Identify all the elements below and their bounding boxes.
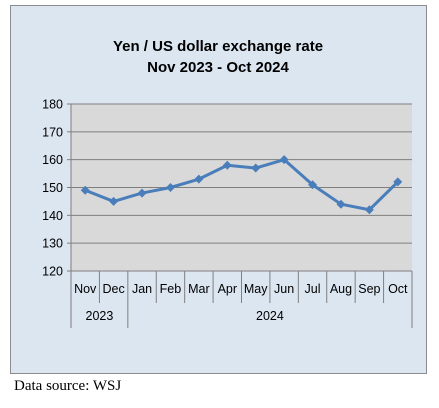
gridlines [71,103,412,244]
x-tick-label-oct: Oct [388,282,408,296]
x-tick-label-may: May [244,282,268,296]
data-point-jan [137,188,147,198]
y-tick-label-180: 180 [42,98,63,112]
x-group-label-2024: 2024 [256,309,284,323]
data-point-aug [336,199,346,209]
data-point-jul [308,180,318,190]
x-tick-label-dec: Dec [103,282,125,296]
data-point-jun [279,155,289,165]
y-tick-label-130: 130 [42,237,63,251]
data-point-may [251,163,261,173]
y-tick-label-120: 120 [42,265,63,279]
data-point-dec [109,196,119,206]
data-point-mar [194,174,204,184]
y-tick-label-170: 170 [42,125,63,139]
x-tick-label-apr: Apr [218,282,237,296]
x-tick-label-jun: Jun [274,282,294,296]
x-tick-label-mar: Mar [188,282,210,296]
tick-labels: 120 130 140 150 160 170 180 Nov Dec Jan Feb Mar Apr M… [42,98,408,324]
y-tick-label-150: 150 [42,181,63,195]
x-tick-label-nov: Nov [74,282,97,296]
x-tick-label-feb: Feb [160,282,182,296]
x-tick-label-sep: Sep [358,282,380,296]
data-source-note: Data source: WSJ [14,378,122,394]
x-group-label-2023: 2023 [86,309,114,323]
data-point-oct [393,177,403,187]
x-tick-label-jul: Jul [305,282,321,296]
axes [67,103,413,328]
y-tick-label-160: 160 [42,153,63,167]
series [80,155,403,215]
x-tick-label-jan: Jan [132,282,152,296]
series-line-0 [83,158,400,212]
x-tick-label-aug: Aug [330,282,352,296]
chart-title-line-2: Nov 2023 - Oct 2024 [147,59,289,76]
data-point-sep [364,205,374,215]
data-point-nov [80,185,90,195]
data-point-apr [222,160,232,170]
y-tick-label-140: 140 [42,209,63,223]
data-point-feb [165,183,175,192]
chart-title-line-1: Yen / US dollar exchange rate [113,38,323,55]
